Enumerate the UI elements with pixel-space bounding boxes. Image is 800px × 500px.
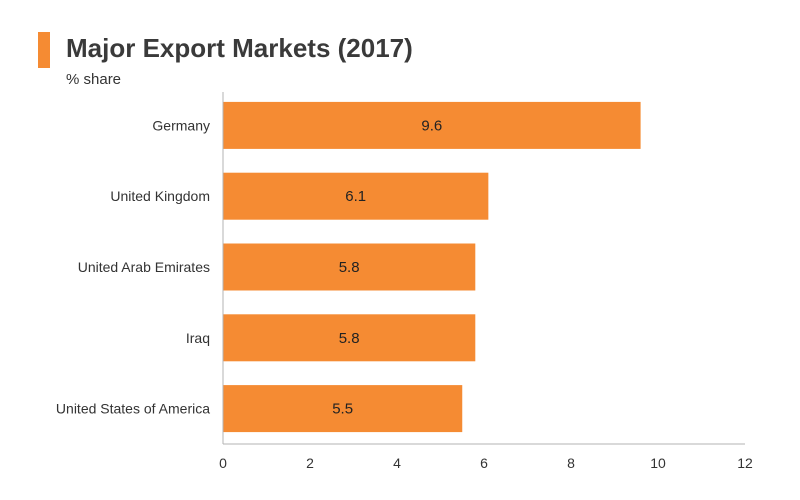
x-tick-label-3: 6 (480, 455, 488, 471)
x-tick-label-6: 12 (737, 455, 753, 471)
category-label-1: United Kingdom (110, 188, 210, 204)
bar-3 (223, 314, 476, 362)
data-label-0: 9.6 (421, 117, 442, 134)
title-accent-bar (38, 32, 50, 68)
chart-title: Major Export Markets (2017) (66, 33, 413, 63)
data-label-2: 5.8 (339, 259, 360, 276)
category-label-3: Iraq (186, 330, 210, 346)
data-label-4: 5.5 (332, 401, 353, 418)
bar-4 (223, 385, 463, 433)
x-tick-label-0: 0 (219, 455, 227, 471)
x-tick-label-2: 4 (393, 455, 401, 471)
x-tick-label-5: 10 (650, 455, 666, 471)
category-label-0: Germany (152, 117, 210, 133)
data-label-3: 5.8 (339, 330, 360, 347)
chart-subtitle: % share (66, 71, 122, 88)
category-label-2: United Arab Emirates (78, 259, 210, 275)
bar-2 (223, 243, 476, 291)
x-tick-label-1: 2 (306, 455, 314, 471)
data-label-1: 6.1 (345, 188, 366, 205)
x-tick-label-4: 8 (567, 455, 575, 471)
bar-0 (223, 101, 641, 149)
category-label-4: United States of America (56, 401, 210, 417)
bar-1 (223, 172, 489, 220)
